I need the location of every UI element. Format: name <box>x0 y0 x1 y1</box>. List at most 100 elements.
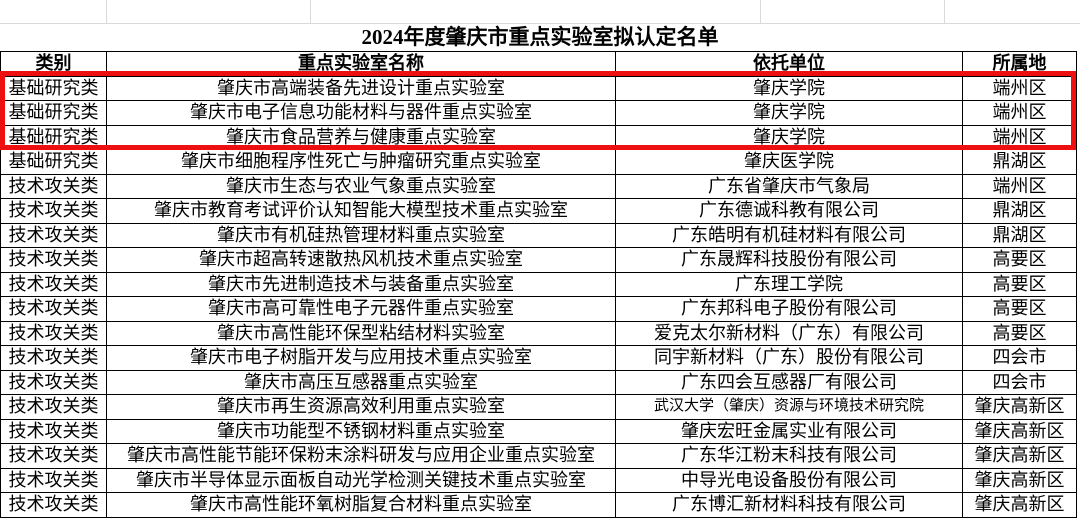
table-row: 技术攻关类 肇庆市功能型不锈钢材料重点实验室 肇庆宏旺金属实业有限公司 肇庆高新区 <box>0 418 1077 444</box>
cell-category: 技术攻关类 <box>0 296 107 322</box>
cell-unit: 广东华江粉末科技有限公司 <box>615 443 963 469</box>
table-row: 基础研究类 肇庆市食品营养与健康重点实验室 肇庆学院 端州区 <box>0 124 1077 150</box>
cell-category: 技术攻关类 <box>0 198 107 224</box>
cell-unit: 肇庆学院 <box>615 100 963 126</box>
cell-lab-name: 肇庆市高性能环保型粘结材料实验室 <box>106 320 616 346</box>
table-row: 技术攻关类 肇庆市教育考试评价认知智能大模型技术重点实验室 广东德诚科教有限公司 鼎湖… <box>0 198 1077 224</box>
table-row: 技术攻关类 肇庆市有机硅热管理材料重点实验室 广东皓明有机硅材料有限公司 鼎湖区 <box>0 222 1077 248</box>
cell-category: 技术攻关类 <box>0 271 107 297</box>
cell-lab-name: 肇庆市生态与农业气象重点实验室 <box>106 173 616 199</box>
cell-location: 高要区 <box>962 296 1077 322</box>
cell-lab-name: 肇庆市有机硅热管理材料重点实验室 <box>106 222 616 248</box>
cell-category: 技术攻关类 <box>0 394 107 420</box>
cell-location: 肇庆高新区 <box>962 492 1077 518</box>
cell-unit: 广东理工学院 <box>615 271 963 297</box>
cell-category: 技术攻关类 <box>0 173 107 199</box>
cell-unit: 广东德诚科教有限公司 <box>615 198 963 224</box>
cell-unit: 肇庆学院 <box>615 124 963 150</box>
header-row: 类别 重点实验室名称 依托单位 所属地 <box>0 51 1077 77</box>
table-row: 技术攻关类 肇庆市高性能节能环保粉末涂料研发与应用企业重点实验室 广东华江粉末科技有… <box>0 443 1077 469</box>
cell-category: 技术攻关类 <box>0 443 107 469</box>
grid-line-vertical <box>310 0 311 23</box>
cell-lab-name: 肇庆市高性能节能环保粉末涂料研发与应用企业重点实验室 <box>106 443 616 469</box>
cell-location: 高要区 <box>962 247 1077 273</box>
cell-unit: 同宇新材料（广东）股份有限公司 <box>615 345 963 371</box>
table-row: 技术攻关类 肇庆市高压互感器重点实验室 广东四会互感器厂有限公司 四会市 <box>0 369 1077 395</box>
table-row: 基础研究类 肇庆市高端装备先进设计重点实验室 肇庆学院 端州区 <box>0 75 1077 101</box>
cell-unit: 广东博汇新材料科技有限公司 <box>615 492 963 518</box>
cell-category: 技术攻关类 <box>0 222 107 248</box>
page-title: 2024年度肇庆市重点实验室拟认定名单 <box>361 25 719 49</box>
table-row: 基础研究类 肇庆市细胞程序性死亡与肿瘤研究重点实验室 肇庆医学院 鼎湖区 <box>0 149 1077 175</box>
cell-category: 技术攻关类 <box>0 369 107 395</box>
cell-location: 鼎湖区 <box>962 222 1077 248</box>
cell-location: 端州区 <box>962 173 1077 199</box>
cell-category: 基础研究类 <box>0 124 107 150</box>
column-header-location: 所属地 <box>962 51 1077 77</box>
table-row: 技术攻关类 肇庆市超高转速散热风机技术重点实验室 广东晟辉科技股份有限公司 高要区 <box>0 247 1077 273</box>
cell-category: 技术攻关类 <box>0 247 107 273</box>
cell-lab-name: 肇庆市功能型不锈钢材料重点实验室 <box>106 418 616 444</box>
cell-unit: 肇庆宏旺金属实业有限公司 <box>615 418 963 444</box>
cell-category: 技术攻关类 <box>0 320 107 346</box>
table-header: 类别 重点实验室名称 依托单位 所属地 <box>0 51 1077 77</box>
cell-lab-name: 肇庆市高可靠性电子元器件重点实验室 <box>106 296 616 322</box>
cell-location: 肇庆高新区 <box>962 443 1077 469</box>
cell-category: 技术攻关类 <box>0 492 107 518</box>
column-header-unit: 依托单位 <box>615 51 963 77</box>
cell-unit: 广东邦科电子股份有限公司 <box>615 296 963 322</box>
cell-lab-name: 肇庆市教育考试评价认知智能大模型技术重点实验室 <box>106 198 616 224</box>
cell-category: 技术攻关类 <box>0 467 107 493</box>
cell-unit: 广东晟辉科技股份有限公司 <box>615 247 963 273</box>
cell-unit: 广东皓明有机硅材料有限公司 <box>615 222 963 248</box>
cell-lab-name: 肇庆市超高转速散热风机技术重点实验室 <box>106 247 616 273</box>
cell-location: 高要区 <box>962 271 1077 297</box>
table-row: 技术攻关类 肇庆市高性能环保型粘结材料实验室 爱克太尔新材料（广东）有限公司 高要区 <box>0 320 1077 346</box>
table-row: 技术攻关类 肇庆市再生资源高效利用重点实验室 武汉大学（肇庆）资源与环境技术研究院肇… <box>0 394 1077 420</box>
table-row: 技术攻关类 肇庆市先进制造技术与装备重点实验室 广东理工学院 高要区 <box>0 271 1077 297</box>
cell-category: 技术攻关类 <box>0 418 107 444</box>
column-header-category: 类别 <box>0 51 107 77</box>
cell-lab-name: 肇庆市细胞程序性死亡与肿瘤研究重点实验室 <box>106 149 616 175</box>
cell-unit: 广东四会互感器厂有限公司 <box>615 369 963 395</box>
cell-lab-name: 肇庆市电子信息功能材料与器件重点实验室 <box>106 100 616 126</box>
cell-location: 鼎湖区 <box>962 149 1077 175</box>
cell-unit: 武汉大学（肇庆）资源与环境技术研究院 <box>615 394 963 420</box>
cell-category: 技术攻关类 <box>0 345 107 371</box>
cell-unit: 爱克太尔新材料（广东）有限公司 <box>615 320 963 346</box>
cell-category: 基础研究类 <box>0 75 107 101</box>
cell-lab-name: 肇庆市电子树脂开发与应用技术重点实验室 <box>106 345 616 371</box>
cell-location: 鼎湖区 <box>962 198 1077 224</box>
cell-lab-name: 肇庆市再生资源高效利用重点实验室 <box>106 394 616 420</box>
cell-category: 基础研究类 <box>0 100 107 126</box>
cell-location: 肇庆高新区 <box>962 467 1077 493</box>
cell-lab-name: 肇庆市食品营养与健康重点实验室 <box>106 124 616 150</box>
table-row: 基础研究类 肇庆市电子信息功能材料与器件重点实验室 肇庆学院 端州区 <box>0 100 1077 126</box>
cell-unit: 肇庆医学院 <box>615 149 963 175</box>
table-row: 技术攻关类 肇庆市高性能环氧树脂复合材料重点实验室 广东博汇新材料科技有限公司 肇庆高… <box>0 492 1077 518</box>
cell-lab-name: 肇庆市高性能环氧树脂复合材料重点实验室 <box>106 492 616 518</box>
table-row: 技术攻关类 肇庆市高可靠性电子元器件重点实验室 广东邦科电子股份有限公司 高要区 <box>0 296 1077 322</box>
cell-location: 端州区 <box>962 124 1077 150</box>
cell-location: 四会市 <box>962 369 1077 395</box>
cell-lab-name: 肇庆市半导体显示面板自动光学检测关键技术重点实验室 <box>106 467 616 493</box>
grid-line-horizontal <box>0 23 1080 24</box>
cell-unit: 肇庆学院 <box>615 75 963 101</box>
cell-location: 高要区 <box>962 320 1077 346</box>
cell-lab-name: 肇庆市高压互感器重点实验室 <box>106 369 616 395</box>
table-row: 技术攻关类 肇庆市生态与农业气象重点实验室 广东省肇庆市气象局 端州区 <box>0 173 1077 199</box>
cell-location: 端州区 <box>962 75 1077 101</box>
grid-line-vertical <box>760 0 761 23</box>
cell-lab-name: 肇庆市高端装备先进设计重点实验室 <box>106 75 616 101</box>
cell-location: 肇庆高新区 <box>962 418 1077 444</box>
grid-line-vertical <box>106 0 107 23</box>
table-body: 基础研究类 肇庆市高端装备先进设计重点实验室 肇庆学院 端州区 基础研究类 肇庆市电子信息… <box>0 75 1077 518</box>
cell-location: 端州区 <box>962 100 1077 126</box>
cell-category: 基础研究类 <box>0 149 107 175</box>
table-row: 技术攻关类 肇庆市半导体显示面板自动光学检测关键技术重点实验室 中导光电设备股份有限… <box>0 467 1077 493</box>
column-header-lab-name: 重点实验室名称 <box>106 51 616 77</box>
cell-location: 四会市 <box>962 345 1077 371</box>
grid-line-vertical <box>944 0 945 23</box>
cell-lab-name: 肇庆市先进制造技术与装备重点实验室 <box>106 271 616 297</box>
